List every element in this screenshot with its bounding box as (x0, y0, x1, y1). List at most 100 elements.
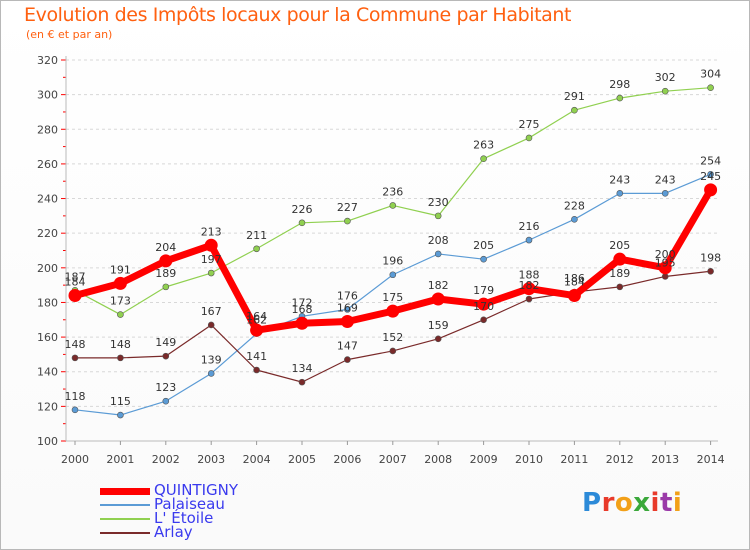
data-point (113, 276, 127, 290)
data-label: 176 (337, 289, 358, 302)
data-label: 184 (564, 276, 585, 289)
data-label: 187 (65, 270, 86, 283)
y-tick-label: 180 (37, 296, 58, 309)
data-point (253, 366, 260, 374)
data-point (298, 219, 306, 227)
data-label: 200 (655, 248, 676, 261)
data-point (204, 238, 218, 252)
data-label: 191 (110, 263, 131, 276)
chart-title: Evolution des Impôts locaux pour la Comm… (24, 4, 572, 26)
data-point (658, 261, 672, 275)
data-label: 170 (473, 300, 494, 313)
data-label: 118 (65, 390, 86, 403)
legend-label: QUINTIGNY (154, 481, 239, 499)
data-label: 186 (564, 272, 585, 285)
legend-swatch (100, 504, 150, 506)
data-point (344, 306, 351, 313)
data-label: 245 (700, 170, 721, 183)
data-label: 115 (110, 395, 131, 408)
data-point (71, 354, 79, 362)
data-point (389, 347, 397, 355)
x-tick-label: 2005 (288, 453, 316, 466)
series-line (75, 270, 711, 383)
data-point (162, 352, 170, 360)
data-label: 141 (246, 350, 267, 363)
data-point (389, 202, 397, 209)
data-label: 230 (428, 196, 449, 209)
data-label: 196 (382, 255, 403, 268)
data-label: 152 (382, 331, 403, 344)
data-point (661, 273, 669, 280)
data-point (344, 217, 351, 225)
x-tick-label: 2011 (560, 453, 588, 466)
data-label: 164 (246, 310, 267, 323)
data-label: 173 (110, 295, 131, 308)
x-tick-label: 2000 (61, 453, 89, 466)
data-point (71, 406, 79, 414)
data-point (477, 297, 491, 311)
data-label: 189 (609, 267, 630, 280)
x-tick-label: 2002 (152, 453, 180, 466)
data-label: 167 (201, 305, 222, 318)
data-label: 172 (292, 296, 313, 309)
data-label: 188 (519, 269, 540, 282)
data-label: 149 (155, 336, 176, 349)
data-label: 298 (609, 78, 630, 91)
data-label: 213 (201, 225, 222, 238)
x-tick-label: 2003 (197, 453, 225, 466)
data-point (68, 289, 82, 303)
data-point (707, 171, 714, 178)
data-label: 182 (428, 279, 449, 292)
data-label: 243 (655, 173, 676, 186)
x-tick-label: 2010 (515, 453, 543, 466)
data-label: 148 (65, 338, 86, 351)
data-point (613, 252, 627, 266)
x-tick-label: 2006 (333, 453, 361, 466)
data-point (480, 255, 487, 263)
data-label: 205 (473, 239, 494, 252)
data-label: 123 (155, 381, 176, 394)
data-point (525, 295, 533, 303)
data-point (298, 378, 306, 386)
x-tick-label: 2014 (697, 453, 725, 466)
y-tick-label: 140 (37, 366, 58, 379)
data-label: 208 (428, 234, 449, 247)
data-label: 179 (473, 284, 494, 297)
data-point (707, 84, 714, 92)
data-label: 168 (292, 303, 313, 316)
data-point (525, 236, 533, 244)
data-point (207, 321, 215, 329)
x-tick-label: 2004 (243, 453, 271, 466)
data-label: 175 (382, 291, 403, 304)
data-label: 169 (337, 302, 358, 315)
data-point (522, 282, 536, 296)
data-point (389, 271, 397, 279)
data-point (434, 212, 442, 220)
data-point (207, 269, 215, 277)
series-line (74, 87, 711, 316)
legend-label: Arlay (154, 523, 193, 541)
data-point (340, 315, 354, 329)
x-tick-label: 2009 (470, 453, 498, 466)
data-point (707, 267, 714, 275)
y-tick-label: 280 (37, 123, 58, 136)
x-tick-label: 2013 (651, 453, 679, 466)
x-tick-label: 2001 (106, 453, 134, 466)
chart-subtitle: (en € et par an) (26, 28, 113, 41)
data-point (431, 292, 445, 306)
data-label: 162 (246, 314, 267, 327)
data-point (616, 283, 624, 291)
data-label: 147 (337, 340, 358, 353)
legend-label: Palaiseau (154, 495, 225, 513)
data-point (571, 106, 578, 114)
data-label: 263 (473, 139, 494, 152)
legend-swatch (100, 532, 150, 534)
data-point (434, 335, 442, 343)
data-point (571, 216, 578, 223)
data-label: 243 (609, 173, 630, 186)
data-label: 159 (428, 319, 449, 332)
data-label: 184 (65, 276, 86, 289)
data-point (661, 87, 669, 95)
